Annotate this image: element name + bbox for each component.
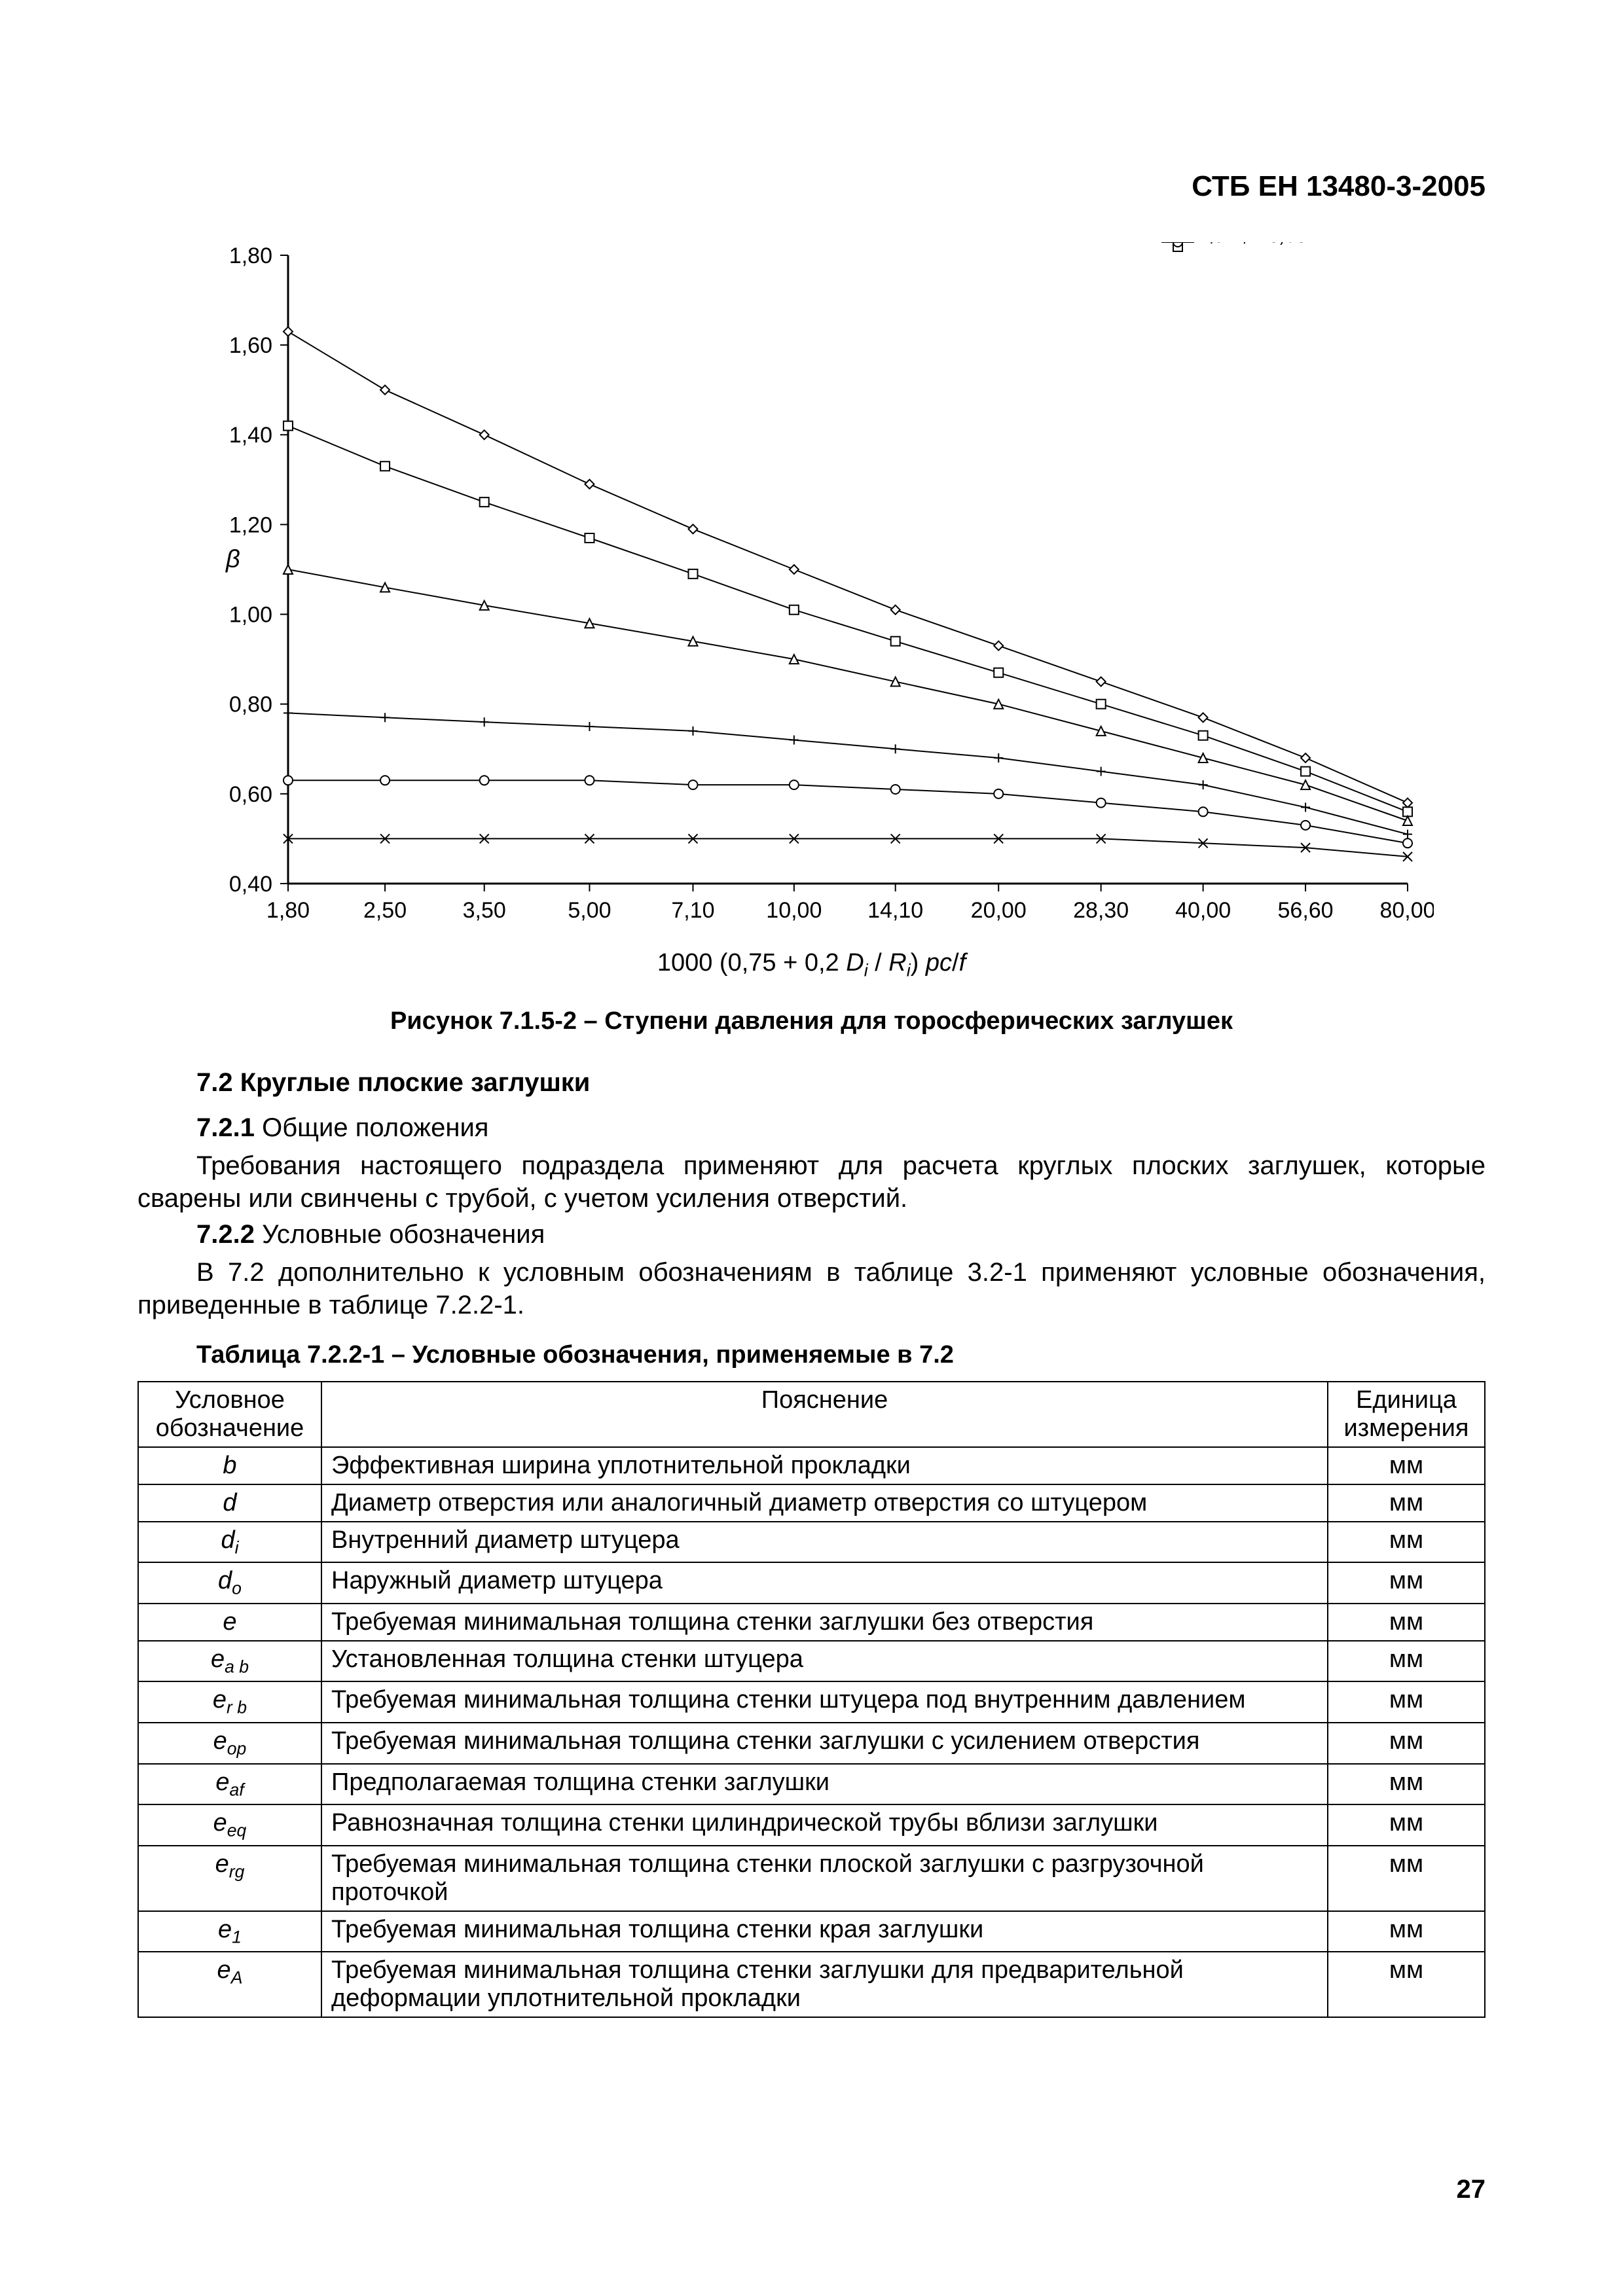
section-7-2-1-title: Общие положения <box>262 1113 488 1142</box>
unit-cell: мм <box>1328 1641 1485 1682</box>
table-row: er bТребуемая минимальная толщина стенки… <box>138 1681 1485 1723</box>
symbol-cell: eA <box>138 1952 321 2017</box>
svg-text:56,60: 56,60 <box>1277 898 1333 923</box>
unit-cell: мм <box>1328 1447 1485 1484</box>
svg-text:0,60: 0,60 <box>228 782 272 807</box>
svg-text:2,50: 2,50 <box>363 898 406 923</box>
description-cell: Требуемая минимальная толщина стенки кра… <box>321 1911 1328 1952</box>
svg-text:0,80: 0,80 <box>228 692 272 717</box>
unit-cell: мм <box>1328 1604 1485 1641</box>
svg-text:3,50: 3,50 <box>462 898 505 923</box>
svg-text:40,00: 40,00 <box>1175 898 1231 923</box>
section-7-2-1-heading: 7.2.1 Общие положения <box>137 1113 1486 1143</box>
col-header-unit: Единица измерения <box>1328 1382 1485 1447</box>
table-caption: Таблица 7.2.2-1 – Условные обозначения, … <box>137 1341 1486 1369</box>
description-cell: Внутренний диаметр штуцера <box>321 1522 1328 1563</box>
description-cell: Предполагаемая толщина стенки заглушки <box>321 1764 1328 1805</box>
symbol-cell: er b <box>138 1681 321 1723</box>
table-row: eopТребуемая минимальная толщина стенки … <box>138 1723 1485 1764</box>
description-cell: Диаметр отверстия или аналогичный диамет… <box>321 1484 1328 1522</box>
svg-text:1,60: 1,60 <box>228 333 272 358</box>
section-7-2-2-paragraph: В 7.2 дополнительно к условным обозначен… <box>137 1256 1486 1321</box>
svg-text:80,00: 80,00 <box>1379 898 1434 923</box>
svg-text:14,10: 14,10 <box>867 898 923 923</box>
unit-cell: мм <box>1328 1522 1485 1563</box>
section-7-2-2-title: Условные обозначения <box>262 1220 545 1249</box>
table-row: bЭффективная ширина уплотнительной прокл… <box>138 1447 1485 1484</box>
symbol-cell: do <box>138 1562 321 1604</box>
section-7-2-heading: 7.2 Круглые плоские заглушки <box>137 1068 1486 1098</box>
unit-cell: мм <box>1328 1484 1485 1522</box>
table-row: eafПредполагаемая толщина стенки заглушк… <box>138 1764 1485 1805</box>
section-7-2-2-num: 7.2.2 <box>196 1220 255 1249</box>
page-number: 27 <box>1457 2175 1486 2204</box>
description-cell: Требуемая минимальная толщина стенки заг… <box>321 1723 1328 1764</box>
symbol-cell: eeq <box>138 1804 321 1846</box>
svg-text:β: β <box>225 545 240 573</box>
table-row: eТребуемая минимальная толщина стенки за… <box>138 1604 1485 1641</box>
svg-text:rᵢ / Dᵢ = 0,20: rᵢ / Dᵢ = 0,20 <box>1205 242 1307 247</box>
symbol-cell: di <box>138 1522 321 1563</box>
table-row: eeqРавнозначная толщина стенки цилиндрич… <box>138 1804 1485 1846</box>
description-cell: Эффективная ширина уплотнительной прокла… <box>321 1447 1328 1484</box>
symbol-cell: eop <box>138 1723 321 1764</box>
section-7-2-1-paragraph: Требования настоящего подраздела применя… <box>137 1149 1486 1215</box>
svg-text:28,30: 28,30 <box>1073 898 1129 923</box>
svg-text:5,00: 5,00 <box>568 898 611 923</box>
figure-caption: Рисунок 7.1.5-2 – Ступени давления для т… <box>137 1007 1486 1035</box>
unit-cell: мм <box>1328 1804 1485 1846</box>
table-header-row: Условное обозначение Пояснение Единица и… <box>138 1382 1485 1447</box>
table-row: ea bУстановленная толщина стенки штуцера… <box>138 1641 1485 1682</box>
svg-text:1,80: 1,80 <box>228 243 272 268</box>
symbol-cell: ea b <box>138 1641 321 1682</box>
symbol-cell: eaf <box>138 1764 321 1805</box>
svg-text:0,40: 0,40 <box>228 872 272 897</box>
unit-cell: мм <box>1328 1952 1485 2017</box>
svg-text:10,00: 10,00 <box>766 898 822 923</box>
svg-text:1,00: 1,00 <box>228 602 272 627</box>
description-cell: Равнозначная толщина стенки цилиндрическ… <box>321 1804 1328 1846</box>
unit-cell: мм <box>1328 1562 1485 1604</box>
symbol-cell: b <box>138 1447 321 1484</box>
description-cell: Требуемая минимальная толщина стенки шту… <box>321 1681 1328 1723</box>
symbols-table: Условное обозначение Пояснение Единица и… <box>137 1381 1486 2018</box>
svg-text:1,80: 1,80 <box>266 898 309 923</box>
table-row: diВнутренний диаметр штуцерамм <box>138 1522 1485 1563</box>
table-row: doНаружный диаметр штуцерамм <box>138 1562 1485 1604</box>
unit-cell: мм <box>1328 1723 1485 1764</box>
svg-text:1,40: 1,40 <box>228 423 272 448</box>
table-row: e1Требуемая минимальная толщина стенки к… <box>138 1911 1485 1952</box>
svg-text:20,00: 20,00 <box>970 898 1026 923</box>
table-row: eAТребуемая минимальная толщина стенки з… <box>138 1952 1485 2017</box>
table-row: dДиаметр отверстия или аналогичный диаме… <box>138 1484 1485 1522</box>
description-cell: Требуемая минимальная толщина стенки заг… <box>321 1952 1328 2017</box>
description-cell: Требуемая минимальная толщина стенки пло… <box>321 1846 1328 1911</box>
symbol-cell: e <box>138 1604 321 1641</box>
x-axis-label: 1000 (0,75 + 0,2 Di / Ri) pc/f <box>137 949 1486 981</box>
section-7-2-1-num: 7.2.1 <box>196 1113 255 1142</box>
description-cell: Требуемая минимальная толщина стенки заг… <box>321 1604 1328 1641</box>
section-7-2-2-heading: 7.2.2 Условные обозначения <box>137 1220 1486 1249</box>
table-row: ergТребуемая минимальная толщина стенки … <box>138 1846 1485 1911</box>
svg-text:7,10: 7,10 <box>671 898 714 923</box>
symbol-cell: d <box>138 1484 321 1522</box>
description-cell: Установленная толщина стенки штуцера <box>321 1641 1328 1682</box>
unit-cell: мм <box>1328 1911 1485 1952</box>
unit-cell: мм <box>1328 1681 1485 1723</box>
description-cell: Наружный диаметр штуцера <box>321 1562 1328 1604</box>
symbol-cell: e1 <box>138 1911 321 1952</box>
col-header-description: Пояснение <box>321 1382 1328 1447</box>
symbol-cell: erg <box>138 1846 321 1911</box>
unit-cell: мм <box>1328 1764 1485 1805</box>
document-standard-code: СТБ ЕН 13480-3-2005 <box>137 170 1486 203</box>
svg-text:1,20: 1,20 <box>228 512 272 537</box>
unit-cell: мм <box>1328 1846 1485 1911</box>
col-header-symbol: Условное обозначение <box>138 1382 321 1447</box>
figure-7-1-5-2-chart: 0,40 0,60 0,80 1,00 1,20 1,40 1,60 1,80 1,80 2,50… <box>190 242 1434 936</box>
